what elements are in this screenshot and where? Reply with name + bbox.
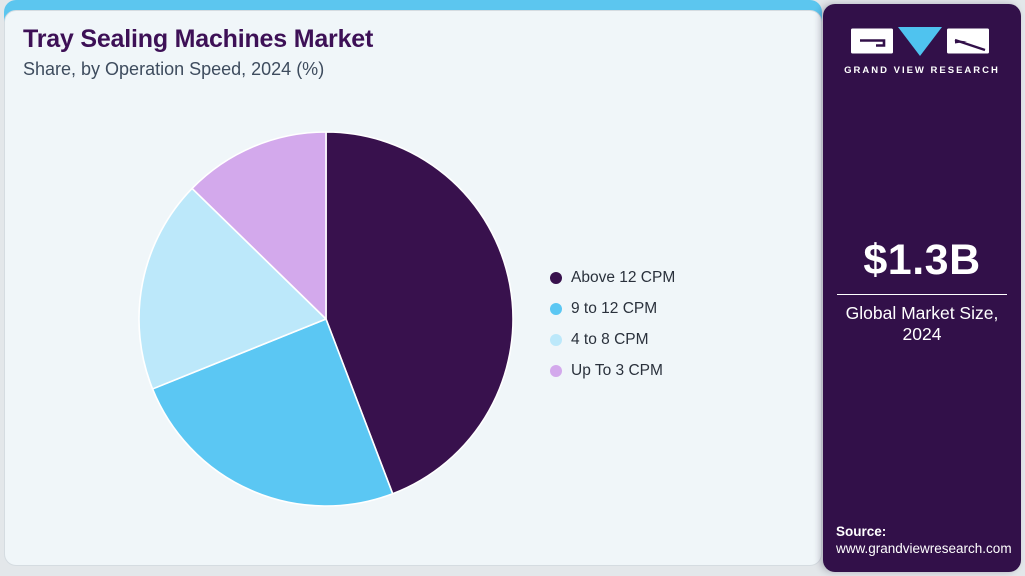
legend-item: Up To 3 CPM <box>550 362 675 380</box>
pie-chart <box>136 129 516 509</box>
legend-item: 9 to 12 CPM <box>550 300 675 318</box>
legend-swatch-icon <box>550 365 562 377</box>
legend-label: Above 12 CPM <box>571 269 676 286</box>
legend-item: 4 to 8 CPM <box>550 331 675 349</box>
legend-label: 9 to 12 CPM <box>571 300 658 317</box>
source-block: Source: www.grandviewresearch.com <box>836 524 1012 556</box>
chart-card: Tray Sealing Machines Market Share, by O… <box>4 10 822 566</box>
market-size-label: Global Market Size, 2024 <box>823 303 1021 345</box>
gvr-logo-icon <box>851 27 989 56</box>
market-size-divider <box>837 294 1007 295</box>
market-size-label-line1: Global Market Size, <box>845 303 999 323</box>
pie-slice-4-to-8-cpm <box>138 187 327 390</box>
legend-label: 4 to 8 CPM <box>571 331 649 348</box>
legend-swatch-icon <box>550 272 562 284</box>
legend-swatch-icon <box>550 303 562 315</box>
source-url: www.grandviewresearch.com <box>836 541 1012 556</box>
market-size-label-line2: 2024 <box>902 324 942 344</box>
pie-slice-above-12-cpm <box>325 131 514 495</box>
source-label: Source: <box>836 524 887 539</box>
legend-label: Up To 3 CPM <box>571 362 663 379</box>
legend: Above 12 CPM 9 to 12 CPM 4 to 8 CPM Up To 3… <box>550 269 675 380</box>
legend-swatch-icon <box>550 334 562 346</box>
market-size-value: $1.3B <box>863 236 981 284</box>
market-size-block: $1.3B Global Market Size, 2024 <box>823 236 1021 345</box>
gvr-logo-text: GRAND VIEW RESEARCH <box>844 65 1000 76</box>
sidebar: GRAND VIEW RESEARCH $1.3B Global Market … <box>823 4 1021 572</box>
pie-slice-9-to-12-cpm <box>151 318 394 507</box>
legend-item: Above 12 CPM <box>550 269 675 287</box>
chart-title: Tray Sealing Machines Market <box>23 25 374 53</box>
gvr-logo: GRAND VIEW RESEARCH <box>823 27 1021 76</box>
chart-subtitle: Share, by Operation Speed, 2024 (%) <box>23 59 325 79</box>
pie-slice-up-to-3-cpm <box>191 131 327 320</box>
pie-chart-svg <box>138 131 514 507</box>
